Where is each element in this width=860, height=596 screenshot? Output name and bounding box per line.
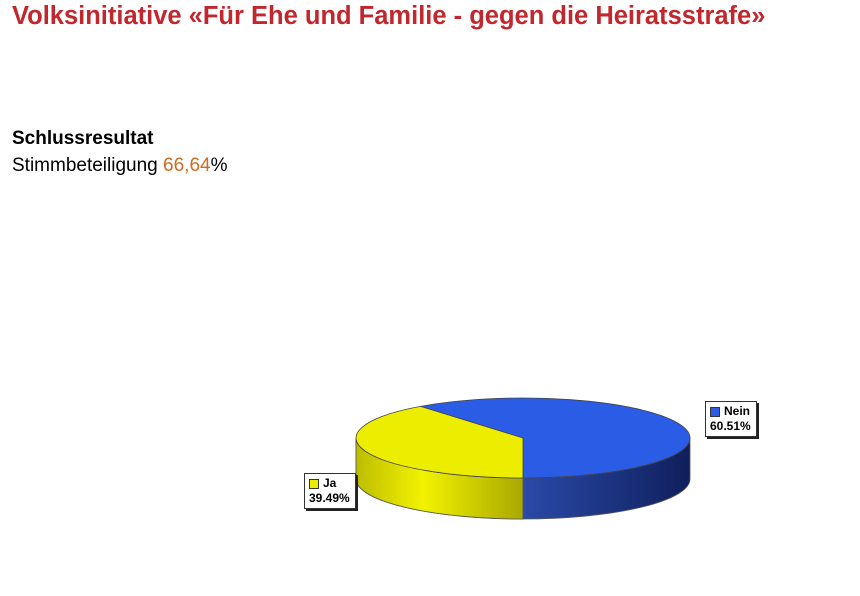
legend-nein-value: 60.51%	[710, 419, 751, 433]
turnout-value: 66,64	[163, 155, 211, 176]
turnout-unit: %	[210, 155, 228, 176]
page-title: Volksinitiative «Für Ehe und Familie - g…	[12, 2, 766, 30]
legend-ja-name: Ja	[323, 476, 337, 490]
legend-nein: Nein 60.51%	[705, 401, 757, 437]
slice-top-ja	[355, 405, 524, 479]
slice-top-nein	[420, 397, 691, 479]
legend-nein-swatch	[710, 406, 720, 417]
legend-ja: Ja 39.49%	[304, 473, 356, 509]
legend-ja-value: 39.49%	[309, 491, 350, 505]
legend-nein-name: Nein	[724, 404, 751, 418]
result-heading: Schlussresultat	[12, 128, 154, 149]
legend-ja-swatch	[309, 478, 319, 489]
turnout-line: Stimmbeteiligung 66,64%	[12, 155, 227, 177]
turnout-label: Stimmbeteiligung	[12, 155, 158, 176]
pie-slices	[355, 397, 691, 520]
